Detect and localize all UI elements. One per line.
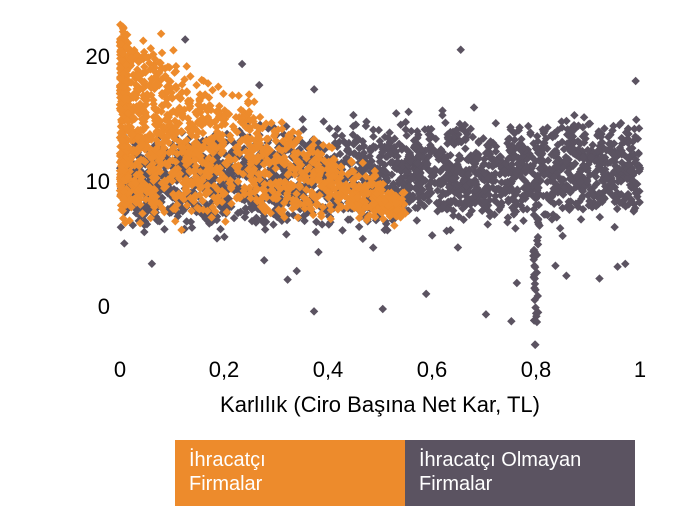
data-point <box>562 271 570 279</box>
data-point <box>298 115 306 123</box>
y-tick-label: 20 <box>86 44 110 70</box>
data-point <box>325 124 333 132</box>
data-point <box>148 259 156 267</box>
data-point <box>256 113 264 121</box>
data-point <box>570 111 578 119</box>
data-point <box>269 220 277 228</box>
data-point <box>482 310 490 318</box>
data-point <box>632 116 640 124</box>
data-point <box>461 144 469 152</box>
x-tick-label: 0,8 <box>516 357 556 383</box>
data-point <box>310 85 318 93</box>
data-point <box>507 317 515 325</box>
data-point <box>260 256 268 264</box>
data-point <box>531 340 539 348</box>
data-point <box>160 225 168 233</box>
data-point <box>631 77 639 85</box>
data-point <box>449 211 457 219</box>
data-point <box>441 119 449 127</box>
data-point <box>169 46 177 54</box>
data-point <box>250 97 258 105</box>
legend-item-line2: Firmalar <box>419 472 621 496</box>
data-point <box>454 243 462 251</box>
data-point <box>596 213 604 221</box>
data-point <box>314 248 322 256</box>
plot-svg <box>0 0 679 514</box>
data-point <box>519 216 527 224</box>
data-point <box>513 279 521 287</box>
y-tick-label: 10 <box>86 169 110 195</box>
data-point <box>338 226 346 234</box>
data-point <box>181 35 189 43</box>
data-point <box>312 228 320 236</box>
data-point <box>511 224 519 232</box>
data-point <box>157 29 165 37</box>
x-axis-label: Karlılık (Ciro Başına Net Kar, TL) <box>120 392 640 418</box>
data-point <box>120 239 128 247</box>
data-point <box>331 131 339 139</box>
legend-item-line1: İhracatçı Olmayan <box>419 448 621 472</box>
data-point <box>182 62 190 70</box>
data-point <box>213 234 221 242</box>
legend: İhracatçıFirmalarİhracatçı OlmayanFirmal… <box>175 440 635 506</box>
data-point <box>428 231 436 239</box>
x-tick-label: 0,2 <box>204 357 244 383</box>
data-point <box>261 225 269 233</box>
data-point <box>221 217 229 225</box>
x-tick-label: 0,4 <box>308 357 348 383</box>
data-point <box>621 260 629 268</box>
legend-item: İhracatçıFirmalar <box>175 440 405 506</box>
data-point <box>613 262 621 270</box>
data-point <box>524 122 532 130</box>
data-point <box>556 224 564 232</box>
legend-item: İhracatçı OlmayanFirmalar <box>405 440 635 506</box>
data-point <box>282 230 290 238</box>
data-point <box>470 103 478 111</box>
legend-item-line2: Firmalar <box>189 472 391 496</box>
data-point <box>238 60 246 68</box>
x-tick-label: 0,6 <box>412 357 452 383</box>
y-tick-label: 0 <box>98 294 110 320</box>
data-point <box>492 119 500 127</box>
data-point <box>551 261 559 269</box>
data-point <box>404 108 412 116</box>
data-point <box>595 274 603 282</box>
data-point <box>577 215 585 223</box>
data-point <box>349 111 357 119</box>
data-point <box>610 223 618 231</box>
data-point <box>220 233 228 241</box>
data-point <box>245 90 253 98</box>
data-point <box>333 125 341 133</box>
x-tick-label: 0 <box>100 357 140 383</box>
data-point <box>483 220 491 228</box>
data-point <box>319 117 327 125</box>
legend-item-line1: İhracatçı <box>189 448 391 472</box>
data-point <box>228 91 236 99</box>
data-point <box>310 307 318 315</box>
data-point <box>580 113 588 121</box>
data-point <box>456 46 464 54</box>
data-point <box>292 267 300 275</box>
data-point <box>192 81 200 89</box>
data-point <box>379 305 387 313</box>
data-point <box>413 216 421 224</box>
data-point <box>219 90 227 98</box>
data-point <box>359 235 367 243</box>
data-point <box>369 243 377 251</box>
data-point <box>558 232 566 240</box>
x-tick-label: 1 <box>620 357 660 383</box>
data-point <box>438 106 446 114</box>
scatter-chart: 0 10 20 0 0,2 0,4 0,6 0,8 1 Karlılık (Ciro Başı… <box>0 0 679 514</box>
data-point <box>422 290 430 298</box>
data-point <box>369 126 377 134</box>
data-point <box>158 49 166 57</box>
data-point <box>255 81 263 89</box>
data-point <box>283 275 291 283</box>
data-point <box>139 36 147 44</box>
data-point <box>355 223 363 231</box>
data-point <box>216 225 224 233</box>
data-point <box>392 109 400 117</box>
data-point <box>172 62 180 70</box>
